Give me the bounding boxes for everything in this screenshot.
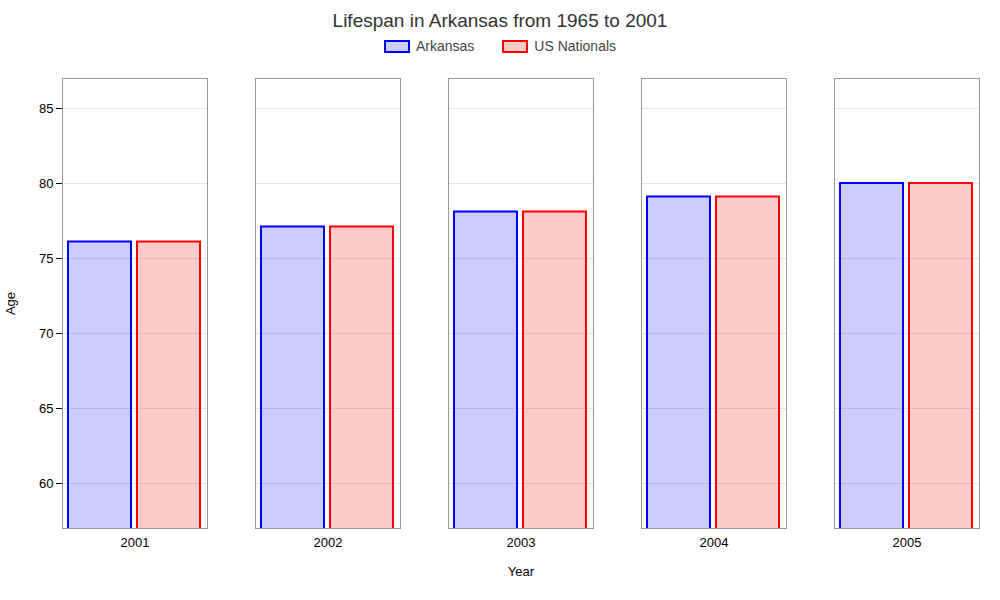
svg-text:2004: 2004 bbox=[700, 535, 729, 550]
html-text:US Nationals: US Nationals bbox=[534, 38, 616, 54]
html-text:Lifespan in Arkansas from 1965: Lifespan in Arkansas from 1965 to 2001 bbox=[332, 10, 668, 31]
html-text:Arkansas: Arkansas bbox=[416, 38, 475, 54]
svg-text:2003: 2003 bbox=[507, 535, 536, 550]
svg-text:80: 80 bbox=[39, 176, 53, 191]
svg-text:Year: Year bbox=[508, 564, 535, 579]
svg-text:75: 75 bbox=[39, 251, 53, 266]
svg-text:70: 70 bbox=[39, 326, 53, 341]
svg-text:Age: Age bbox=[3, 292, 18, 315]
svg-text:85: 85 bbox=[39, 101, 53, 116]
svg-text:2001: 2001 bbox=[121, 535, 150, 550]
svg-text:60: 60 bbox=[39, 476, 53, 491]
svg-text:65: 65 bbox=[39, 401, 53, 416]
svg-text:2005: 2005 bbox=[893, 535, 922, 550]
svg-text:2002: 2002 bbox=[314, 535, 343, 550]
